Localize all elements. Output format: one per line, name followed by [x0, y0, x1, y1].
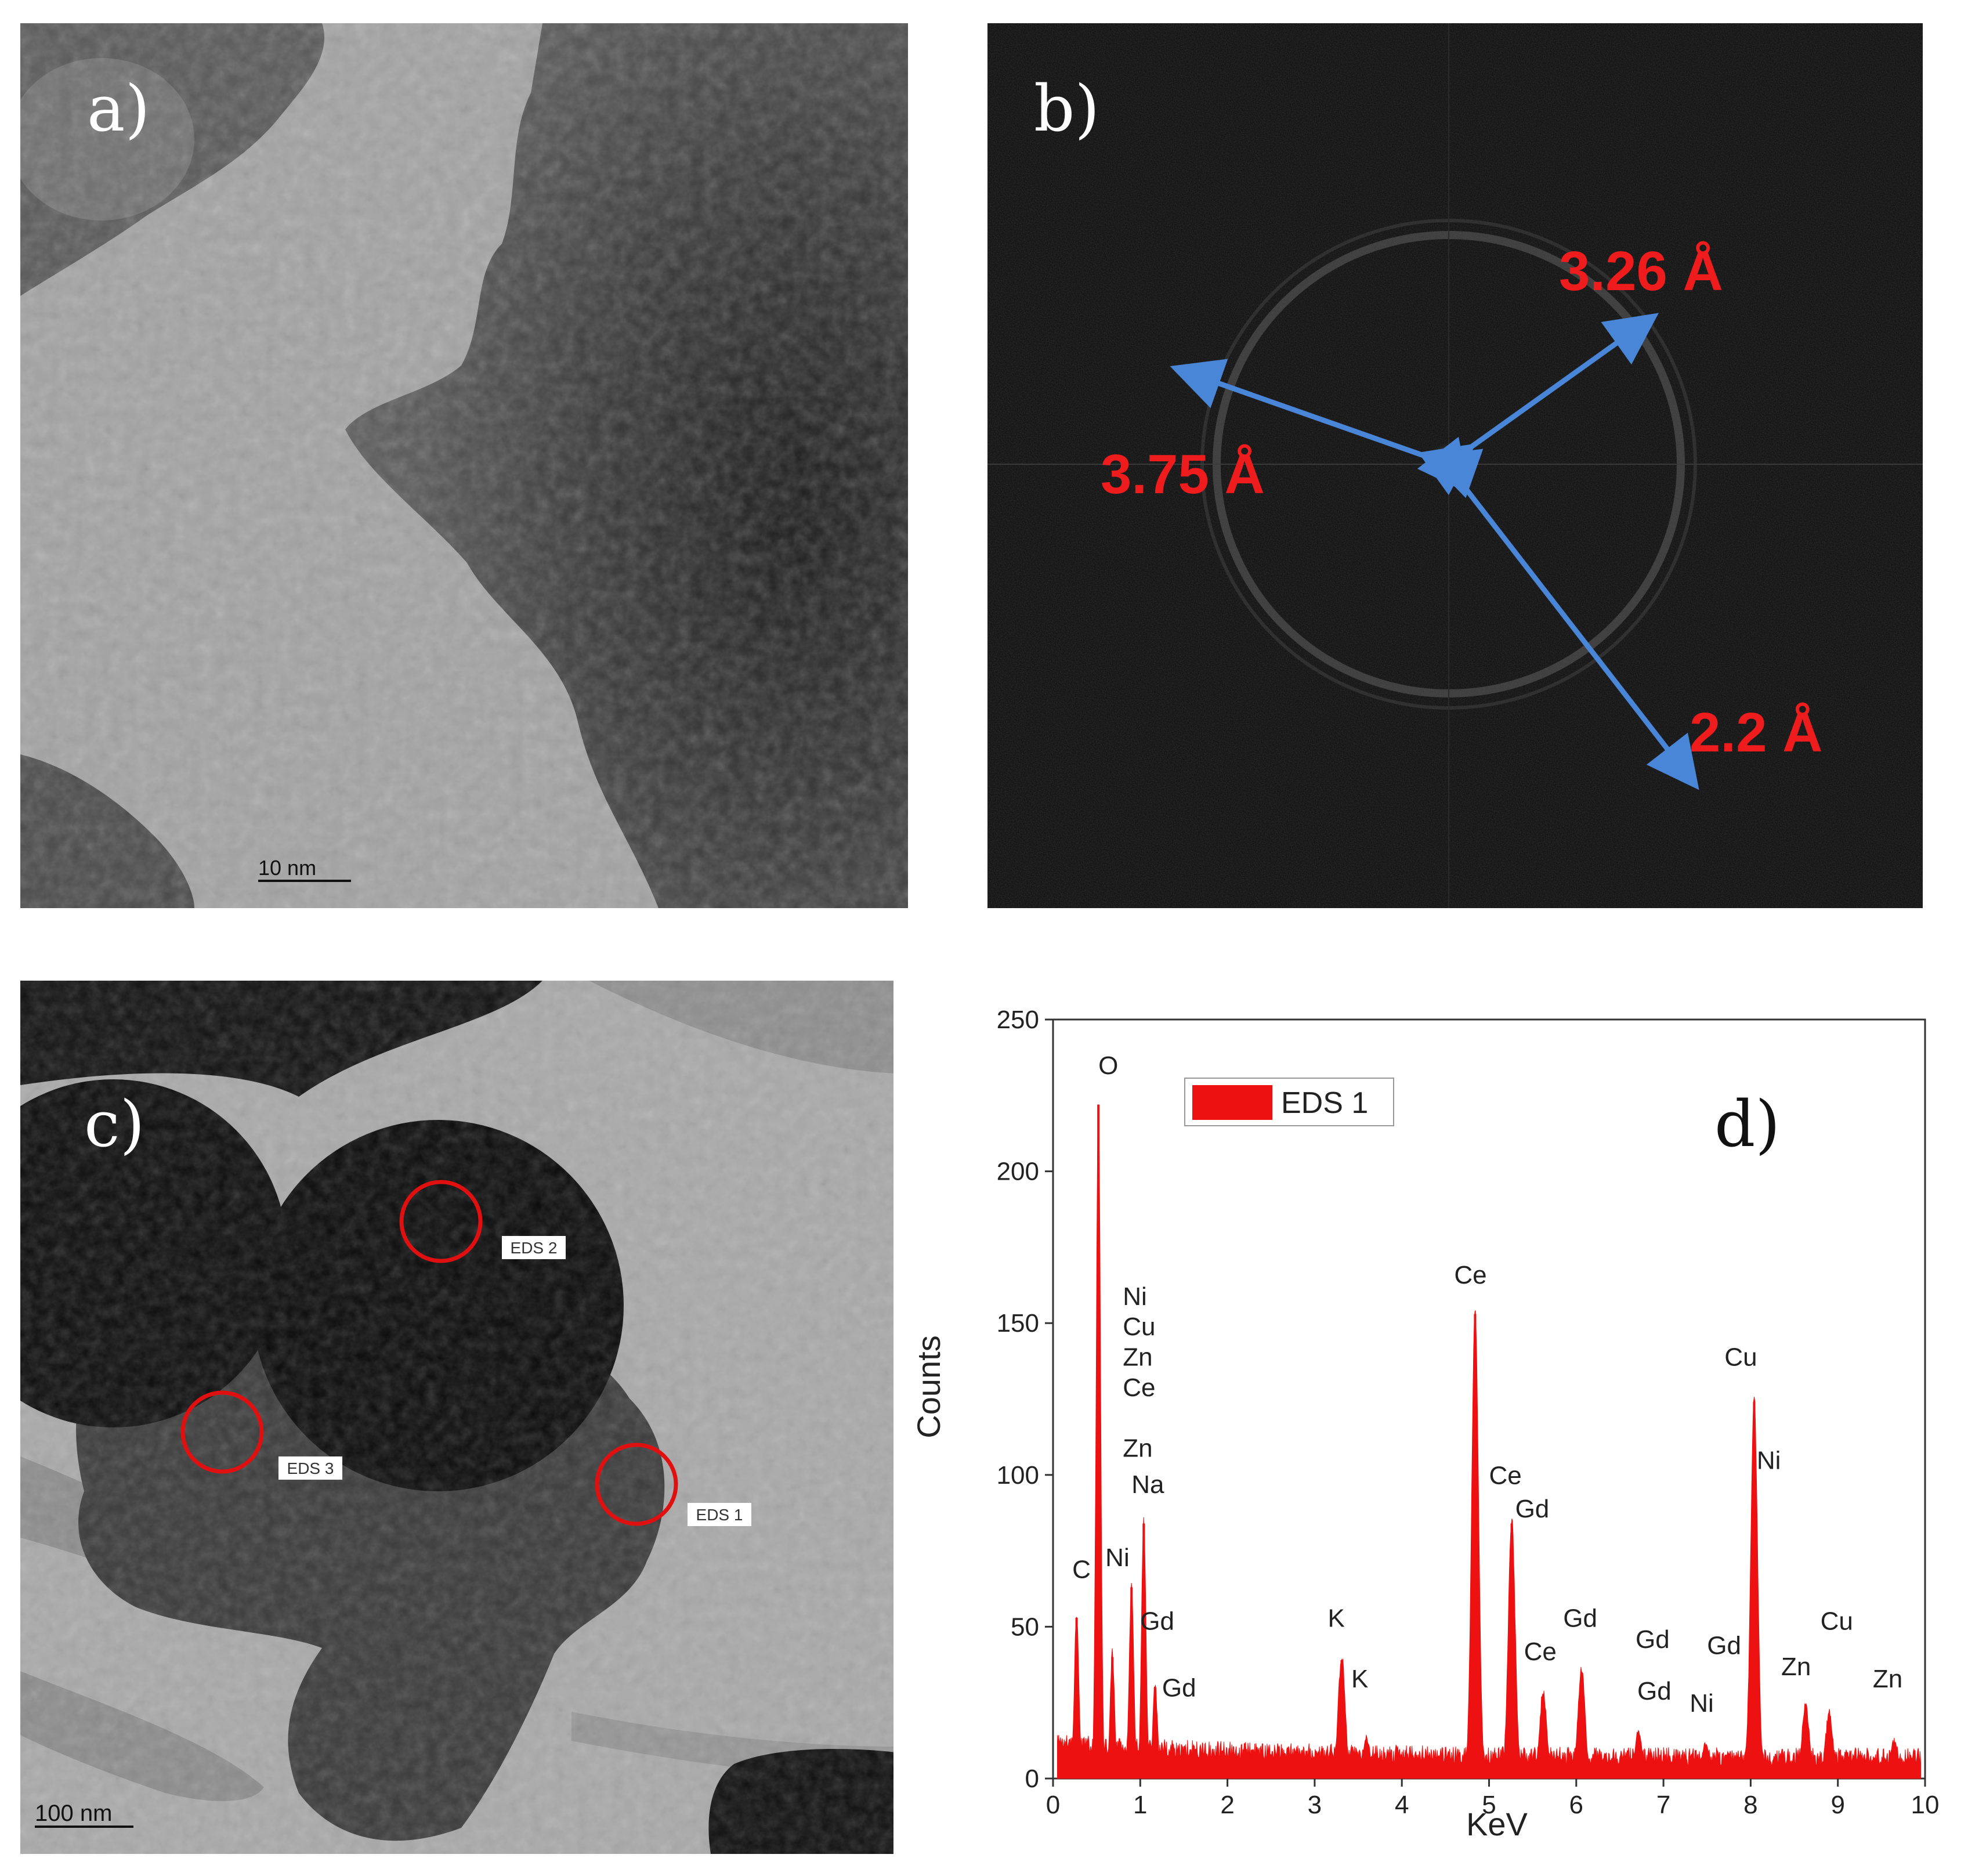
peak-label: K	[1327, 1604, 1344, 1632]
eds-1-label: EDS 1	[696, 1506, 743, 1524]
x-tick-label: 1	[1133, 1791, 1147, 1819]
panel-letter-b: b)	[1034, 71, 1099, 146]
y-tick-label: 200	[997, 1158, 1039, 1186]
peak-label: Zn	[1123, 1434, 1152, 1462]
y-tick-label: 250	[997, 1006, 1039, 1034]
eds-2-label: EDS 2	[511, 1239, 558, 1257]
peak-label: Gd	[1637, 1677, 1672, 1705]
x-tick-label: 4	[1395, 1791, 1409, 1819]
peak-label: O	[1098, 1051, 1118, 1080]
x-tick-label: 10	[1911, 1791, 1940, 1819]
eds-3-label: EDS 3	[287, 1459, 334, 1477]
panel-letter-d: d)	[1714, 1087, 1780, 1161]
x-tick-label: 0	[1046, 1791, 1060, 1819]
panel-d-eds-spectrum: 0 1 2 3 4 5 6 7 8 9 10 0 50 100 150 200 250 O C Ni Cu Zn Ce Zn…	[893, 981, 1968, 1876]
eds-1-circle	[595, 1443, 678, 1526]
x-axis-label: KeV	[1466, 1806, 1528, 1842]
legend-swatch	[1192, 1085, 1272, 1120]
peak-label: C	[1072, 1556, 1091, 1584]
panel-letter-c: c)	[84, 1087, 145, 1161]
peak-label: Ni	[1105, 1544, 1130, 1572]
x-tick-label: 7	[1656, 1791, 1670, 1819]
peak-label: Gd	[1563, 1604, 1597, 1632]
panel-c-tem-image: EDS 2 EDS 3 EDS 1 100 nm c)	[20, 981, 896, 1854]
peak-label: Gd	[1707, 1631, 1741, 1660]
peak-label: Gd	[1636, 1625, 1670, 1654]
x-tick-label: 3	[1308, 1791, 1322, 1819]
peak-label: Ce	[1524, 1638, 1557, 1666]
panel-b-fft-pattern: 3.26 Å 3.75 Å 2.2 Å b)	[987, 23, 1923, 908]
x-tick-label: 8	[1743, 1791, 1757, 1819]
d-spacing-arrows	[1170, 313, 1699, 790]
peak-label: Na	[1131, 1470, 1164, 1499]
eds-2-circle	[399, 1180, 483, 1263]
annotation-3.26: 3.26 Å	[1559, 240, 1723, 302]
peak-label: Zn	[1123, 1343, 1152, 1371]
y-tick-label: 150	[997, 1309, 1039, 1338]
scale-bar-label: 10 nm	[258, 856, 316, 880]
peak-label: Zn	[1781, 1653, 1811, 1681]
y-tick-label: 100	[997, 1461, 1039, 1490]
x-tick-label: 9	[1830, 1791, 1844, 1819]
peak-label: K	[1351, 1665, 1368, 1693]
peak-label: Cu	[1821, 1607, 1853, 1636]
peak-label: Ni	[1690, 1689, 1714, 1718]
scale-bar-label-c: 100 nm	[35, 1801, 112, 1826]
peak-label: Ni	[1123, 1282, 1147, 1311]
peak-label: Cu	[1123, 1313, 1155, 1341]
annotation-2.2: 2.2 Å	[1690, 702, 1822, 764]
peak-label: Ni	[1757, 1446, 1781, 1474]
x-tick-label: 5	[1482, 1791, 1496, 1819]
peak-label: Cu	[1724, 1343, 1757, 1371]
peak-label: Gd	[1162, 1674, 1196, 1703]
peak-label: Gd	[1140, 1607, 1174, 1636]
legend-label: EDS 1	[1281, 1086, 1368, 1120]
peak-label: Ce	[1454, 1261, 1486, 1289]
peak-label: Ce	[1123, 1373, 1155, 1402]
y-tick-label: 50	[1011, 1613, 1039, 1641]
x-tick-label: 6	[1569, 1791, 1583, 1819]
y-axis-label: Counts	[910, 1335, 947, 1438]
panel-letter-a: a)	[87, 71, 150, 146]
peak-label: Zn	[1873, 1665, 1902, 1693]
eds-3-circle	[180, 1390, 264, 1474]
panel-a-tem-image: 10 nm a)	[20, 23, 908, 908]
legend: EDS 1	[1184, 1078, 1394, 1126]
peak-label: Gd	[1515, 1495, 1550, 1523]
annotation-3.75: 3.75 Å	[1101, 443, 1265, 505]
x-tick-label: 2	[1220, 1791, 1234, 1819]
peak-label: Ce	[1489, 1461, 1522, 1490]
y-tick-label: 0	[1025, 1765, 1039, 1793]
